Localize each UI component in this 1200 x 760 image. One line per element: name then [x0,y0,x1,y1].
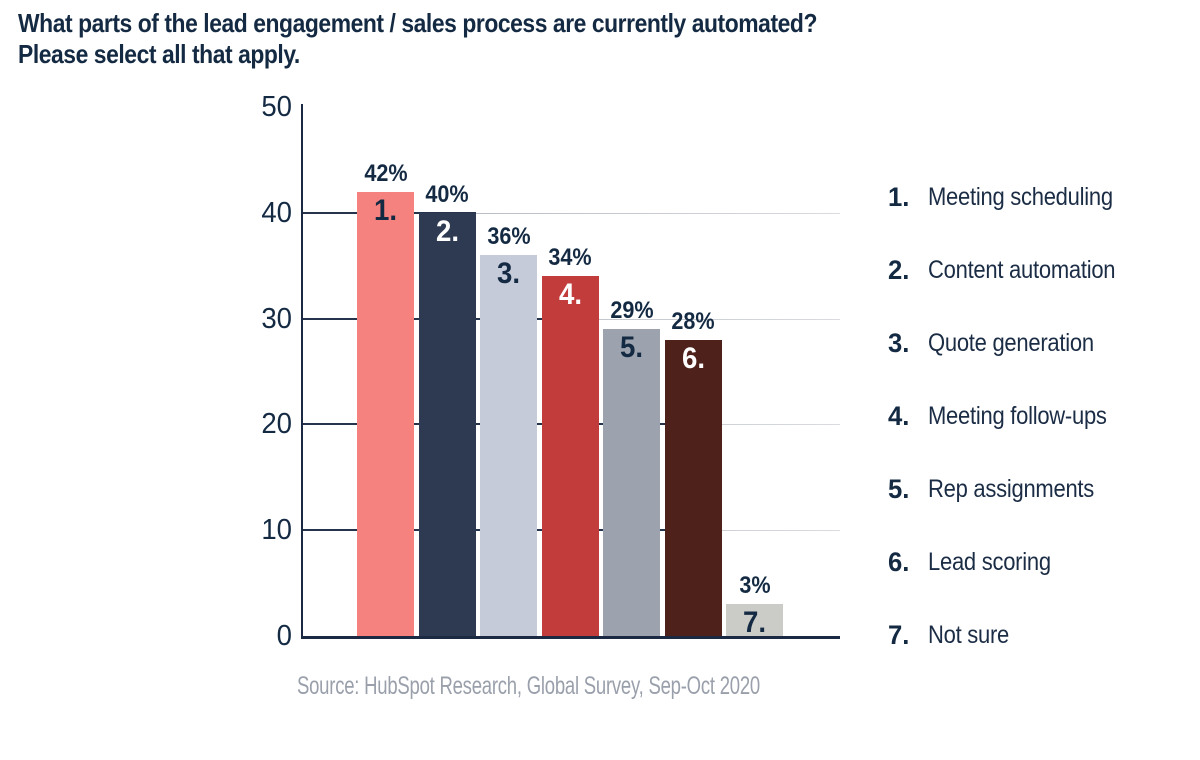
legend-item-number: 1. [888,181,910,212]
y-axis-tick-label: 30 [261,302,292,335]
y-axis-tick-label: 40 [261,196,292,229]
bar-number-label: 4. [558,278,582,312]
legend-item-2: 2. Content automation [888,253,1141,287]
x-axis-line [301,636,840,639]
legend-item-label: Quote generation [928,328,1094,357]
bar-value-label: 3% [738,572,771,600]
legend-item-1: 1. Meeting scheduling [888,180,1138,214]
page-title-line1: What parts of the lead engagement / sale… [18,8,817,38]
bar-number-label: 2. [435,214,459,248]
bar-4 [541,276,599,636]
bar-value-label: 28% [671,307,715,335]
y-axis-tick-label: 50 [261,91,292,123]
y-axis-tick-label: 10 [261,514,292,547]
gridline [302,212,840,214]
legend-item-number: 5. [888,473,910,504]
bar-number-label: 6. [681,341,705,375]
page-title-line2: Please select all that apply. [18,39,300,69]
legend-item-label: Not sure [928,620,1010,649]
bar-number-label: 3. [496,257,521,291]
bar-1 [357,191,414,636]
page-title: What parts of the lead engagement / sale… [18,8,817,70]
legend-item-number: 3. [888,327,910,358]
legend-item-4: 4. Meeting follow-ups [888,399,1131,433]
legend-item-label: Meeting follow-ups [928,401,1107,430]
y-axis-tick-label: 20 [261,408,292,441]
bar-value-label: 34% [548,244,592,272]
legend-item-5: 5. Rep assignments [888,472,1117,506]
bar-value-label: 29% [609,297,654,325]
source-note: Source: HubSpot Research, Global Survey,… [297,672,760,700]
legend-item-label: Rep assignments [928,474,1095,503]
legend-item-label: Meeting scheduling [928,182,1113,211]
legend-item-number: 4. [888,400,910,431]
bar-6 [664,339,722,636]
legend-item-label: Lead scoring [928,547,1051,576]
bar-number-label: 5. [619,331,644,365]
bar-5 [603,329,660,636]
legend-item-3: 3. Quote generation [888,326,1116,360]
y-axis-tick-label: 0 [276,620,292,652]
legend-item-label: Content automation [928,255,1116,284]
legend-item-7: 7. Not sure [888,618,1020,652]
bar-3 [480,255,537,636]
bar-value-label: 36% [486,223,531,251]
legend-item-number: 6. [888,546,910,577]
legend-item-number: 2. [888,254,910,285]
bar-number-label: 1. [373,193,398,227]
bar-7 [726,604,783,636]
bar-value-label: 42% [363,159,408,187]
y-axis-line [301,104,303,639]
legend-item-6: 6. Lead scoring [888,545,1068,579]
bar-value-label: 40% [425,180,469,208]
legend-item-number: 7. [888,619,910,650]
bar-2 [418,212,476,636]
bar-number-label: 7. [742,606,767,640]
